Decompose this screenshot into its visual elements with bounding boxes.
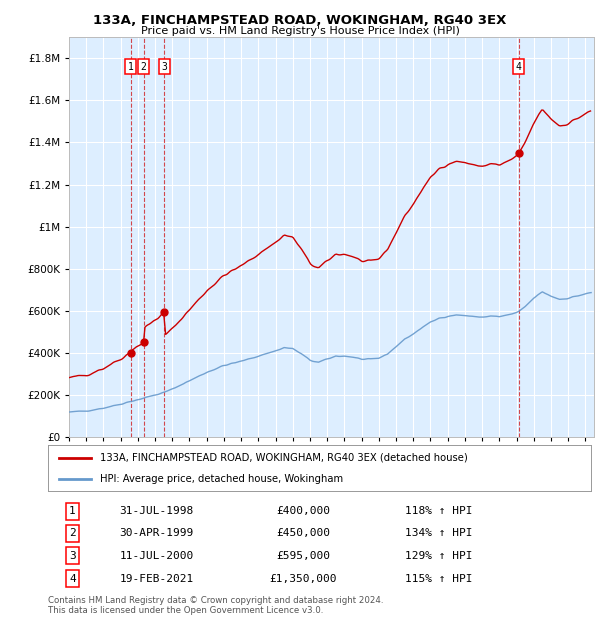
- Text: £400,000: £400,000: [276, 507, 330, 516]
- Text: 129% ↑ HPI: 129% ↑ HPI: [405, 551, 473, 560]
- Text: £450,000: £450,000: [276, 528, 330, 539]
- Text: 3: 3: [69, 551, 76, 560]
- Text: 4: 4: [69, 574, 76, 583]
- Text: 31-JUL-1998: 31-JUL-1998: [119, 507, 194, 516]
- Text: 134% ↑ HPI: 134% ↑ HPI: [405, 528, 473, 539]
- Text: HPI: Average price, detached house, Wokingham: HPI: Average price, detached house, Woki…: [100, 474, 343, 484]
- Text: 1: 1: [128, 61, 134, 72]
- Text: 2: 2: [140, 61, 146, 72]
- Text: This data is licensed under the Open Government Licence v3.0.: This data is licensed under the Open Gov…: [48, 606, 323, 616]
- Text: £1,350,000: £1,350,000: [269, 574, 337, 583]
- Text: Contains HM Land Registry data © Crown copyright and database right 2024.: Contains HM Land Registry data © Crown c…: [48, 596, 383, 606]
- Text: 11-JUL-2000: 11-JUL-2000: [119, 551, 194, 560]
- Text: 30-APR-1999: 30-APR-1999: [119, 528, 194, 539]
- Text: 118% ↑ HPI: 118% ↑ HPI: [405, 507, 473, 516]
- Text: 133A, FINCHAMPSTEAD ROAD, WOKINGHAM, RG40 3EX: 133A, FINCHAMPSTEAD ROAD, WOKINGHAM, RG4…: [94, 14, 506, 27]
- Text: 19-FEB-2021: 19-FEB-2021: [119, 574, 194, 583]
- Text: 4: 4: [516, 61, 522, 72]
- Text: £595,000: £595,000: [276, 551, 330, 560]
- Text: 3: 3: [161, 61, 167, 72]
- Text: 133A, FINCHAMPSTEAD ROAD, WOKINGHAM, RG40 3EX (detached house): 133A, FINCHAMPSTEAD ROAD, WOKINGHAM, RG4…: [100, 453, 467, 463]
- Text: 115% ↑ HPI: 115% ↑ HPI: [405, 574, 473, 583]
- Text: 2: 2: [69, 528, 76, 539]
- Text: 1: 1: [69, 507, 76, 516]
- Text: Price paid vs. HM Land Registry's House Price Index (HPI): Price paid vs. HM Land Registry's House …: [140, 26, 460, 36]
